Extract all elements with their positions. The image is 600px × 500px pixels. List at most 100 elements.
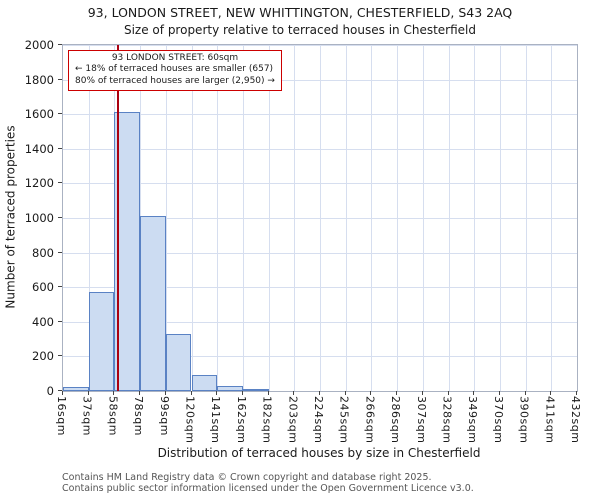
gridline-v bbox=[525, 45, 527, 391]
gridline-v bbox=[242, 45, 244, 391]
y-tick-mark bbox=[58, 251, 62, 253]
chart-subtitle: Size of property relative to terraced ho… bbox=[123, 23, 476, 37]
gridline-v bbox=[294, 45, 296, 391]
y-tick-mark bbox=[58, 44, 62, 45]
x-tick-mark bbox=[241, 391, 243, 395]
x-tick-mark bbox=[344, 391, 346, 395]
gridline-v bbox=[474, 45, 476, 391]
x-tick-label: 37sqm bbox=[80, 396, 94, 436]
gridline-v bbox=[217, 45, 219, 391]
x-tick-label: 411sqm bbox=[543, 396, 557, 444]
x-tick-label: 224sqm bbox=[312, 396, 325, 444]
x-tick-label: 307sqm bbox=[414, 396, 428, 444]
y-tick-label: 400 bbox=[32, 314, 54, 329]
gridline-v bbox=[422, 45, 424, 391]
x-tick-mark bbox=[421, 391, 423, 395]
x-tick-label: 266sqm bbox=[363, 396, 377, 444]
histogram-bar bbox=[242, 389, 269, 391]
histogram-bar bbox=[191, 375, 218, 391]
x-tick-label: 203sqm bbox=[286, 396, 300, 444]
histogram-bar bbox=[165, 333, 192, 391]
y-tick-label: 800 bbox=[32, 245, 54, 260]
gridline-v bbox=[191, 45, 193, 391]
x-tick-label: 349sqm bbox=[466, 396, 480, 444]
x-tick-mark bbox=[139, 391, 141, 395]
x-tick-label: 245sqm bbox=[337, 396, 351, 444]
x-tick-mark bbox=[576, 391, 577, 395]
chart-title: 93, LONDON STREET, NEW WHITTINGTON, CHES… bbox=[87, 5, 513, 20]
gridline-v bbox=[165, 45, 167, 391]
y-tick-label: 1400 bbox=[24, 141, 54, 156]
x-tick-mark bbox=[319, 391, 320, 395]
gridline-v bbox=[397, 45, 399, 391]
x-tick-mark bbox=[62, 391, 63, 395]
x-tick-mark bbox=[113, 391, 115, 395]
gridline-v bbox=[448, 45, 450, 391]
x-tick-mark bbox=[216, 391, 218, 395]
y-tick-label: 1800 bbox=[24, 72, 54, 87]
property-size-marker-line bbox=[117, 45, 119, 391]
x-tick-label: 78sqm bbox=[132, 396, 146, 436]
footer-attribution-1: Contains HM Land Registry data © Crown c… bbox=[62, 472, 432, 483]
gridline-v bbox=[345, 45, 347, 391]
y-tick-mark bbox=[58, 147, 62, 149]
y-tick-label: 1600 bbox=[24, 107, 54, 122]
x-tick-mark bbox=[293, 391, 295, 395]
x-tick-label: 162sqm bbox=[234, 396, 248, 444]
x-tick-label: 328sqm bbox=[440, 396, 454, 444]
histogram-bar bbox=[217, 385, 243, 391]
x-tick-mark bbox=[190, 391, 192, 395]
x-tick-label: 120sqm bbox=[183, 396, 197, 444]
x-tick-mark bbox=[164, 391, 166, 395]
x-tick-mark bbox=[524, 391, 526, 395]
x-axis-label: Distribution of terraced houses by size … bbox=[157, 446, 481, 460]
y-tick-label: 600 bbox=[32, 280, 54, 295]
y-tick-mark bbox=[58, 355, 62, 357]
histogram-bar bbox=[140, 216, 166, 391]
y-tick-mark bbox=[58, 390, 62, 391]
x-tick-label: 390sqm bbox=[517, 396, 531, 444]
x-tick-mark bbox=[370, 391, 372, 395]
x-tick-mark bbox=[396, 391, 398, 395]
y-tick-mark bbox=[58, 217, 62, 218]
x-tick-label: 58sqm bbox=[106, 396, 120, 436]
x-tick-mark bbox=[447, 391, 449, 395]
x-tick-mark bbox=[550, 391, 552, 395]
x-tick-label: 16sqm bbox=[55, 396, 68, 436]
plot-area: 93 LONDON STREET: 60sqm ← 18% of terrace… bbox=[62, 44, 578, 392]
gridline-v bbox=[320, 45, 321, 391]
y-tick-label: 200 bbox=[32, 349, 54, 364]
y-tick-mark bbox=[58, 286, 62, 288]
y-tick-mark bbox=[58, 320, 62, 322]
x-tick-mark bbox=[87, 391, 89, 395]
y-tick-mark bbox=[58, 78, 62, 80]
y-tick-label: 1200 bbox=[24, 176, 54, 191]
annotation-line-2: ← 18% of terraced houses are smaller (65… bbox=[75, 64, 274, 75]
x-tick-label: 182sqm bbox=[260, 396, 274, 444]
y-tick-label: 2000 bbox=[24, 38, 54, 52]
y-tick-mark bbox=[58, 113, 62, 115]
x-tick-label: 286sqm bbox=[389, 396, 403, 444]
y-tick-label: 1000 bbox=[24, 211, 54, 225]
x-tick-label: 370sqm bbox=[491, 396, 505, 444]
gridline-v bbox=[499, 45, 501, 391]
footer-attribution-2: Contains public sector information licen… bbox=[62, 483, 474, 494]
x-tick-label: 432sqm bbox=[569, 396, 582, 444]
x-tick-mark bbox=[267, 391, 269, 395]
x-tick-label: 99sqm bbox=[157, 396, 171, 436]
annotation-box: 93 LONDON STREET: 60sqm ← 18% of terrace… bbox=[68, 50, 282, 91]
x-tick-mark bbox=[498, 391, 500, 395]
gridline-v bbox=[371, 45, 373, 391]
histogram-bar bbox=[63, 386, 89, 391]
annotation-line-1: 93 LONDON STREET: 60sqm bbox=[111, 53, 239, 63]
gridline-v bbox=[551, 45, 553, 391]
gridline-v bbox=[88, 45, 90, 391]
x-tick-label: 141sqm bbox=[209, 396, 223, 444]
x-tick-mark bbox=[473, 391, 475, 395]
y-tick-label: 0 bbox=[46, 384, 54, 398]
histogram-bar bbox=[88, 292, 115, 391]
gridline-v bbox=[268, 45, 270, 391]
annotation-line-3: 80% of terraced houses are larger (2,950… bbox=[75, 75, 275, 86]
y-tick-mark bbox=[58, 182, 62, 184]
